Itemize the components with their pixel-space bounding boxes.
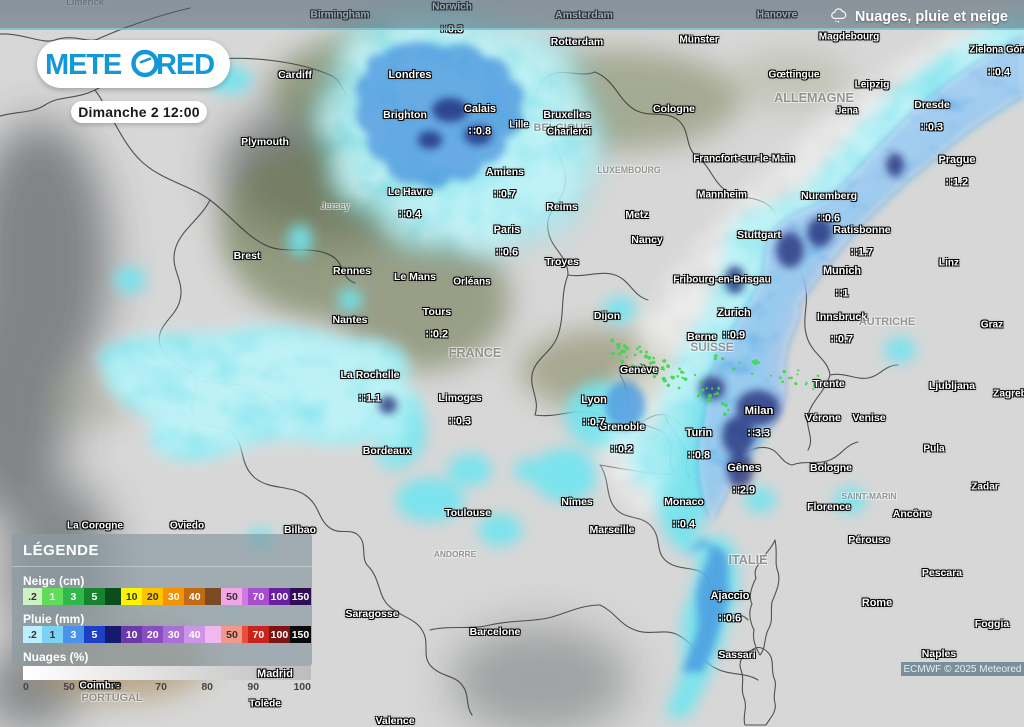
svg-text:RED: RED [156, 49, 214, 81]
svg-text:METE: METE [45, 49, 122, 81]
